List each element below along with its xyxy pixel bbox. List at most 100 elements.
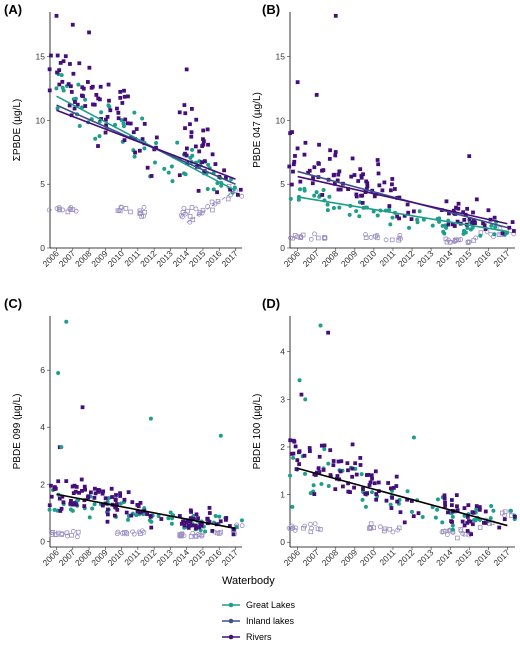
great-lakes-point (371, 209, 376, 214)
nondetect-point (298, 235, 303, 240)
rivers-point (336, 187, 341, 192)
rivers-point (471, 218, 476, 223)
x-tick-label: 2008 (73, 248, 94, 269)
rivers-point (447, 211, 451, 216)
rivers-point (394, 484, 399, 488)
rivers-point (293, 154, 297, 158)
great-lakes-point (388, 502, 393, 507)
rivers-point (92, 102, 97, 107)
great-lakes-point (92, 502, 97, 507)
rivers-point (346, 481, 350, 486)
nondetect-point (46, 207, 52, 213)
x-tick-label: 2011 (377, 547, 397, 567)
rivers-point (352, 173, 357, 177)
rivers-point (337, 169, 342, 174)
rivers-point (140, 137, 145, 141)
nondetect-point (137, 208, 143, 214)
rivers-point (184, 67, 189, 72)
nondetect-point (458, 237, 464, 242)
great-lakes-point (493, 224, 498, 229)
great-lakes-point (90, 506, 95, 511)
rivers-point (450, 520, 454, 524)
rivers-point (308, 449, 312, 454)
great-lakes-point (59, 73, 64, 78)
rivers-point (500, 231, 505, 236)
nondetect-point (456, 237, 461, 243)
rivers-point (336, 459, 341, 464)
great-lakes-point (311, 483, 316, 488)
nondetect-point (473, 235, 479, 241)
great-lakes-point (302, 471, 307, 476)
trend-line (56, 109, 236, 180)
rivers-point (333, 153, 338, 158)
rivers-point (154, 135, 159, 140)
great-lakes-point (190, 147, 195, 152)
rivers-point (115, 502, 119, 506)
x-tick-label: 2013 (415, 248, 436, 269)
rivers-point (57, 68, 62, 73)
great-lakes-point (232, 185, 237, 190)
rivers-point (302, 152, 307, 157)
rivers-point (58, 60, 63, 65)
rivers-point (380, 188, 385, 193)
x-tick-label: 2014 (171, 547, 192, 568)
y-tick-label: 0 (280, 243, 285, 253)
rivers-point (68, 501, 73, 506)
great-lakes-point (417, 209, 422, 214)
y-tick-label: 2 (280, 442, 285, 452)
rivers-point (510, 220, 515, 224)
rivers-point (402, 520, 407, 525)
rivers-point (92, 495, 97, 500)
rivers-point (215, 190, 219, 195)
rivers-point (350, 156, 355, 161)
legend-label: Great Lakes (246, 600, 296, 610)
great-lakes-point (450, 514, 455, 519)
rivers-point (126, 490, 131, 495)
great-lakes-point (441, 229, 446, 234)
rivers-point (443, 504, 447, 508)
rivers-point (64, 479, 69, 484)
rivers-point (138, 510, 143, 515)
nondetect-point (446, 237, 451, 243)
x-tick-label: 2007 (301, 248, 322, 269)
great-lakes-point (290, 504, 295, 509)
rivers-point (395, 214, 400, 219)
great-lakes-point (433, 515, 438, 520)
rivers-point (98, 97, 102, 102)
rivers-point (55, 53, 60, 58)
rivers-point (346, 489, 351, 494)
rivers-point (55, 70, 59, 75)
rivers-point (317, 454, 322, 459)
nondetect-point (371, 525, 376, 531)
trend-lines (297, 467, 508, 527)
rivers-point (471, 510, 476, 515)
rivers-point (366, 472, 371, 477)
trend-line (56, 95, 236, 192)
rivers-point (452, 224, 457, 228)
rivers-point (442, 493, 447, 498)
great-lakes-point (206, 162, 211, 167)
rivers-point (81, 94, 85, 99)
rivers-point (177, 110, 182, 115)
rivers-point (70, 22, 75, 27)
rivers-point (185, 519, 190, 524)
rivers-point (118, 491, 122, 496)
rivers-point (184, 153, 189, 158)
great-lakes-point (359, 472, 364, 477)
y-axis-label: PBDE 047 (µg/L) (252, 92, 263, 168)
rivers-point (94, 93, 99, 97)
y-tick-label: 15 (36, 52, 46, 62)
nondetect-point (395, 527, 401, 533)
rivers-point (350, 442, 355, 447)
trend-line (297, 467, 508, 527)
rivers-point (298, 179, 303, 184)
trend-lines (56, 493, 236, 530)
great-lakes-point (97, 134, 102, 139)
x-tick-label: 2009 (89, 547, 110, 568)
rivers-point (122, 88, 126, 93)
rivers-point (49, 483, 53, 488)
great-lakes-point (162, 166, 167, 171)
rivers-point (82, 484, 87, 489)
rivers-point (361, 487, 365, 491)
nondetect-point (60, 207, 66, 213)
